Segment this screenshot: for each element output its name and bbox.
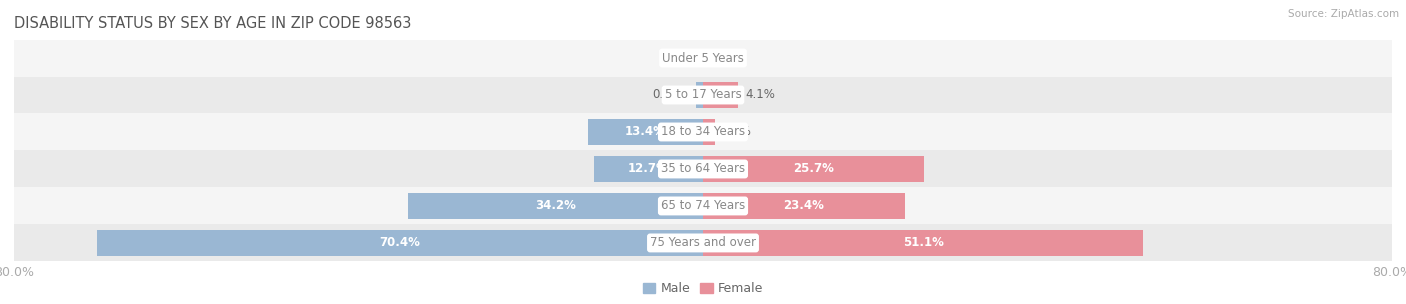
Bar	[14, 150, 1392, 188]
Bar	[14, 113, 1392, 150]
Text: Source: ZipAtlas.com: Source: ZipAtlas.com	[1288, 9, 1399, 19]
Text: 70.4%: 70.4%	[380, 237, 420, 250]
Text: 34.2%: 34.2%	[536, 199, 576, 212]
Text: 12.7%: 12.7%	[628, 162, 669, 175]
Text: 23.4%: 23.4%	[783, 199, 824, 212]
Bar	[703, 119, 716, 145]
Text: 5 to 17 Years: 5 to 17 Years	[665, 88, 741, 102]
Bar	[14, 224, 1392, 261]
Text: DISABILITY STATUS BY SEX BY AGE IN ZIP CODE 98563: DISABILITY STATUS BY SEX BY AGE IN ZIP C…	[14, 16, 412, 31]
Text: 4.1%: 4.1%	[745, 88, 775, 102]
Text: 25.7%: 25.7%	[793, 162, 834, 175]
Text: Under 5 Years: Under 5 Years	[662, 51, 744, 64]
Bar	[14, 77, 1392, 113]
Bar	[409, 193, 703, 219]
Bar	[97, 230, 703, 256]
Bar	[14, 40, 1392, 77]
Text: 0.0%: 0.0%	[661, 51, 690, 64]
Bar	[593, 156, 703, 181]
Text: 13.4%: 13.4%	[624, 126, 665, 139]
Text: 18 to 34 Years: 18 to 34 Years	[661, 126, 745, 139]
Text: 75 Years and over: 75 Years and over	[650, 237, 756, 250]
Bar	[703, 230, 1143, 256]
Text: 65 to 74 Years: 65 to 74 Years	[661, 199, 745, 212]
Text: 51.1%: 51.1%	[903, 237, 943, 250]
Bar	[703, 193, 904, 219]
Text: 35 to 64 Years: 35 to 64 Years	[661, 162, 745, 175]
Bar	[14, 188, 1392, 224]
Legend: Male, Female: Male, Female	[643, 282, 763, 295]
Text: 1.4%: 1.4%	[721, 126, 752, 139]
Bar	[703, 156, 924, 181]
Text: 0.0%: 0.0%	[716, 51, 745, 64]
Bar	[703, 82, 738, 108]
Bar	[696, 82, 703, 108]
Text: 0.78%: 0.78%	[652, 88, 689, 102]
Bar	[588, 119, 703, 145]
